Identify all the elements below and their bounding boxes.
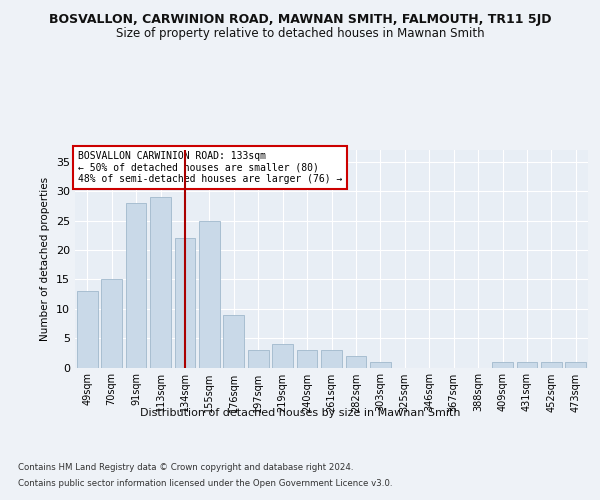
Bar xyxy=(370,362,391,368)
Bar xyxy=(517,362,538,368)
Bar xyxy=(296,350,317,368)
Text: BOSVALLON CARWINION ROAD: 133sqm
← 50% of detached houses are smaller (80)
48% o: BOSVALLON CARWINION ROAD: 133sqm ← 50% o… xyxy=(77,151,342,184)
Bar xyxy=(541,362,562,368)
Bar xyxy=(101,280,122,368)
Text: Contains HM Land Registry data © Crown copyright and database right 2024.: Contains HM Land Registry data © Crown c… xyxy=(18,464,353,472)
Bar xyxy=(248,350,269,368)
Bar xyxy=(492,362,513,368)
Bar xyxy=(199,220,220,368)
Bar xyxy=(77,291,98,368)
Bar xyxy=(272,344,293,368)
Bar xyxy=(150,197,171,368)
Bar xyxy=(321,350,342,368)
Y-axis label: Number of detached properties: Number of detached properties xyxy=(40,176,50,341)
Bar xyxy=(223,314,244,368)
Bar xyxy=(175,238,196,368)
Text: BOSVALLON, CARWINION ROAD, MAWNAN SMITH, FALMOUTH, TR11 5JD: BOSVALLON, CARWINION ROAD, MAWNAN SMITH,… xyxy=(49,12,551,26)
Text: Size of property relative to detached houses in Mawnan Smith: Size of property relative to detached ho… xyxy=(116,28,484,40)
Text: Contains public sector information licensed under the Open Government Licence v3: Contains public sector information licen… xyxy=(18,478,392,488)
Bar xyxy=(565,362,586,368)
Bar xyxy=(346,356,367,368)
Bar xyxy=(125,203,146,368)
Text: Distribution of detached houses by size in Mawnan Smith: Distribution of detached houses by size … xyxy=(140,408,460,418)
